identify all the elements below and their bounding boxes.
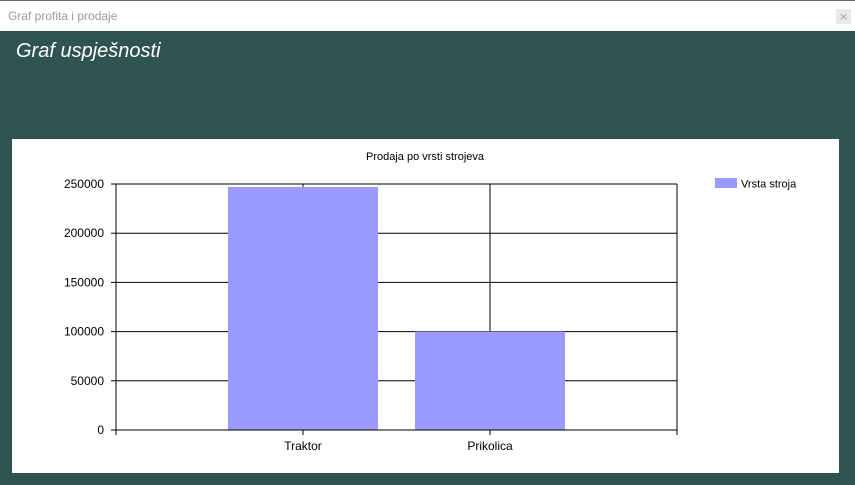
y-tick-label: 0 <box>97 423 104 437</box>
legend-label: Vrsta stroja <box>741 179 797 191</box>
window-title: Graf profita i prodaje <box>8 9 117 23</box>
page-title: Graf uspješnosti <box>16 40 161 63</box>
window-titlebar: Graf profita i prodaje × <box>0 0 855 31</box>
bars-layer <box>228 187 565 430</box>
chart-panel: Prodaja po vrsti strojeva 0 50000 100000 15… <box>12 139 839 473</box>
legend-swatch <box>715 178 737 188</box>
bar-prikolica <box>415 332 565 430</box>
bar-chart: Prodaja po vrsti strojeva 0 50000 100000 15… <box>12 139 839 473</box>
legend: Vrsta stroja <box>715 178 797 191</box>
bar-traktor <box>228 187 378 430</box>
y-tick-label: 250000 <box>64 177 104 191</box>
y-tick-label: 50000 <box>71 374 105 388</box>
close-button[interactable]: × <box>836 9 851 24</box>
chart-title: Prodaja po vrsti strojeva <box>366 151 485 163</box>
y-tick-label: 200000 <box>64 226 104 240</box>
x-tick-label: Prikolica <box>467 439 513 453</box>
x-tick-label: Traktor <box>284 439 322 453</box>
grid-layer <box>116 184 677 430</box>
y-tick-label: 150000 <box>64 275 104 289</box>
y-tick-label: 100000 <box>64 325 104 339</box>
